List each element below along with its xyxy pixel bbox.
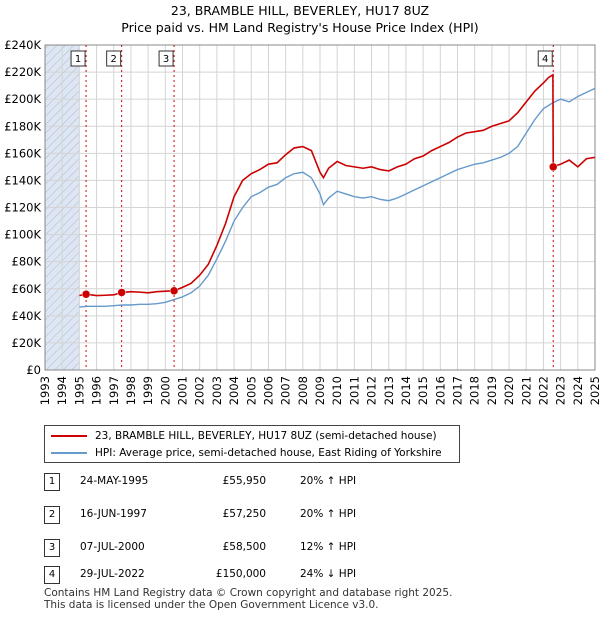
table-row: 3 07-JUL-2000 £58,500 12% ↑ HPI [0, 539, 600, 559]
x-tick-label: 2020 [502, 376, 516, 405]
x-tick-label: 2004 [227, 376, 241, 405]
x-tick-label: 1993 [38, 376, 52, 405]
transaction-date: 29-JUL-2022 [80, 568, 145, 580]
x-tick-label: 2017 [451, 376, 465, 405]
transaction-date: 16-JUN-1997 [80, 508, 147, 520]
transaction-number: 3 [44, 539, 60, 557]
table-row: 4 29-JUL-2022 £150,000 24% ↓ HPI [0, 566, 600, 586]
x-tick-label: 2013 [382, 376, 396, 405]
sale-label-box [106, 50, 122, 67]
y-tick-label: £220K [4, 65, 41, 79]
chart-title: 23, BRAMBLE HILL, BEVERLEY, HU17 8UZ [170, 3, 430, 18]
y-tick-label: £180K [4, 119, 41, 133]
transaction-hpi: 12% ↑ HPI [300, 541, 357, 553]
x-tick-label: 2022 [536, 376, 550, 405]
x-tick-label: 2024 [571, 376, 585, 405]
x-tick-label: 2003 [210, 376, 224, 405]
hpi-series-line [79, 87, 596, 308]
transaction-hpi: 20% ↑ HPI [300, 475, 357, 487]
x-tick-label: 2007 [279, 376, 293, 405]
transaction-price: £55,950 [222, 475, 266, 487]
legend: 23, BRAMBLE HILL, BEVERLEY, HU17 8UZ (se… [44, 425, 460, 463]
table-row: 1 24-MAY-1995 £55,950 20% ↑ HPI [0, 473, 600, 493]
y-tick-label: £120K [4, 201, 41, 215]
x-tick-label: 2025 [588, 376, 600, 405]
x-tick-label: 2005 [244, 376, 258, 405]
table-row: 2 16-JUN-1997 £57,250 20% ↑ HPI [0, 506, 600, 526]
transaction-hpi: 20% ↑ HPI [300, 508, 357, 520]
sale-label-box [158, 50, 174, 67]
sale-point [117, 288, 126, 297]
x-tick-label: 1994 [55, 376, 69, 405]
price-chart: £0 £20K £40K £60K £80K £100K £120K £140K £160K £1… [4, 38, 600, 405]
x-tick-label: 2001 [176, 376, 190, 405]
x-tick-label: 2010 [330, 376, 344, 405]
x-tick-label: 1998 [124, 376, 138, 405]
x-tick-label: 2008 [296, 376, 310, 405]
x-tick-label: 2002 [193, 376, 207, 405]
y-tick-label: £20K [12, 336, 42, 350]
x-tick-label: 2009 [313, 376, 327, 405]
x-tick-label: 2018 [468, 376, 482, 405]
transaction-number: 2 [44, 506, 60, 524]
transaction-date: 07-JUL-2000 [80, 541, 145, 553]
transaction-price: £58,500 [222, 541, 266, 553]
chart-subtitle: Price paid vs. HM Land Registry's House … [121, 20, 479, 35]
y-tick-label: £0 [26, 363, 41, 377]
x-tick-label: 1995 [72, 376, 86, 405]
sale-point [81, 289, 91, 299]
y-tick-label: £240K [4, 38, 41, 52]
sale-label: 4 [542, 54, 548, 65]
legend-hpi: HPI: Average price, semi-detached house,… [45, 445, 442, 461]
transaction-price: £57,250 [222, 508, 266, 520]
x-tick-label: 2000 [158, 376, 172, 405]
x-tick-label: 2015 [416, 376, 430, 405]
sale-label: 2 [110, 54, 116, 65]
sale-point [548, 162, 558, 172]
transaction-date: 24-MAY-1995 [80, 475, 149, 487]
legend-price-label: 23, BRAMBLE HILL, BEVERLEY, HU17 8UZ (se… [95, 430, 437, 442]
x-tick-label: 2012 [365, 376, 379, 405]
sale-point [169, 286, 179, 296]
x-tick-label: 2021 [519, 376, 533, 405]
footer-copyright: Contains HM Land Registry data © Crown c… [44, 587, 453, 599]
x-tick-label: 2011 [347, 376, 361, 405]
legend-hpi-label: HPI: Average price, semi-detached house,… [95, 447, 442, 459]
legend-hpi-swatch [51, 452, 87, 454]
y-tick-label: £160K [4, 146, 41, 160]
sale-label-box [537, 50, 553, 67]
footer: Contains HM Land Registry data © Crown c… [44, 587, 452, 611]
y-tick-label: £80K [12, 255, 42, 269]
footer-license: This data is licensed under the Open Gov… [44, 599, 379, 611]
y-tick-label: £40K [12, 309, 42, 323]
x-tick-label: 2019 [485, 376, 499, 405]
x-tick-label: 1996 [90, 376, 104, 405]
sale-label: 3 [163, 54, 169, 65]
legend-price-swatch [51, 435, 87, 437]
y-tick-label: £200K [4, 92, 41, 106]
transaction-hpi: 24% ↓ HPI [300, 568, 357, 580]
x-tick-label: 2023 [554, 376, 568, 405]
transaction-number: 1 [44, 473, 60, 491]
x-tick-label: 2016 [433, 376, 447, 405]
sale-label: 1 [75, 54, 81, 65]
x-tick-label: 2014 [399, 376, 413, 405]
x-tick-label: 1999 [141, 376, 155, 405]
sale-label-box [70, 50, 86, 67]
y-tick-label: £60K [12, 282, 42, 296]
plot-border [44, 44, 596, 371]
y-tick-label: £100K [4, 228, 41, 242]
transaction-price: £150,000 [215, 568, 266, 580]
price-series-line [79, 73, 596, 297]
x-tick-label: 2006 [261, 376, 275, 405]
legend-price: 23, BRAMBLE HILL, BEVERLEY, HU17 8UZ (se… [45, 428, 437, 444]
x-tick-label: 1997 [107, 376, 121, 405]
transaction-number: 4 [44, 566, 60, 584]
y-tick-label: £140K [4, 173, 41, 187]
